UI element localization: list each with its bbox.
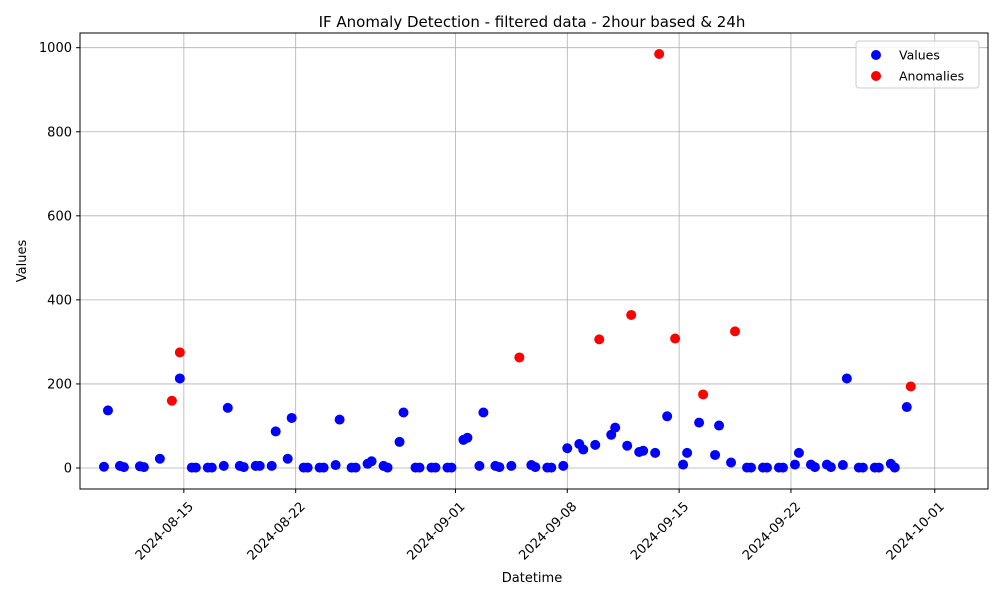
anomaly-point	[905, 381, 916, 392]
anomaly-point	[670, 333, 681, 344]
value-point	[174, 373, 185, 384]
value-point	[398, 407, 409, 418]
anomaly-point	[174, 347, 185, 358]
value-point	[825, 462, 836, 473]
value-point	[318, 462, 329, 473]
value-point	[382, 462, 393, 473]
value-point	[118, 462, 129, 473]
value-point	[350, 462, 361, 473]
value-point	[578, 444, 589, 455]
value-point	[546, 462, 557, 473]
y-axis-label: Values	[15, 240, 30, 283]
value-point	[682, 447, 693, 458]
value-point	[714, 420, 725, 431]
value-point	[761, 462, 772, 473]
value-point	[558, 460, 569, 471]
value-point	[218, 460, 229, 471]
y-tick-label: 0	[64, 461, 72, 476]
value-point	[138, 462, 149, 473]
value-point	[98, 461, 109, 472]
value-point	[478, 407, 489, 418]
y-tick-label: 800	[47, 125, 72, 140]
value-point	[530, 462, 541, 473]
value-point	[282, 453, 293, 464]
value-point	[414, 462, 425, 473]
value-point	[710, 449, 721, 460]
x-axis-label: Datetime	[502, 571, 562, 586]
value-point	[330, 460, 341, 471]
y-tick-label: 1000	[39, 41, 72, 56]
value-point	[474, 460, 485, 471]
value-point	[366, 456, 377, 467]
legend-box	[855, 40, 980, 89]
value-point	[662, 411, 673, 422]
value-point	[462, 432, 473, 443]
grid	[80, 33, 988, 489]
value-point	[678, 459, 689, 470]
legend-marker-values	[871, 50, 881, 60]
value-point	[154, 453, 165, 464]
anomaly-point	[514, 352, 525, 363]
y-axis: 0 200 400 600 800 1000	[39, 41, 80, 476]
anomaly-point	[654, 49, 665, 60]
value-point	[102, 405, 113, 416]
value-point	[254, 460, 265, 471]
value-point	[190, 462, 201, 473]
value-point	[494, 462, 505, 473]
value-point	[590, 439, 601, 450]
value-point	[222, 402, 233, 413]
y-tick-label: 200	[47, 377, 72, 392]
data-points	[98, 49, 916, 473]
legend-marker-anomalies	[871, 71, 881, 81]
value-point	[394, 436, 405, 447]
y-tick-label: 400	[47, 293, 72, 308]
anomaly-point	[626, 310, 637, 321]
value-point	[873, 462, 884, 473]
anomaly-point	[166, 395, 177, 406]
value-point	[286, 412, 297, 423]
legend-label-anomalies: Anomalies	[899, 69, 964, 84]
value-point	[238, 462, 249, 473]
value-point	[746, 462, 757, 473]
value-point	[789, 459, 800, 470]
value-point	[793, 447, 804, 458]
value-point	[562, 443, 573, 454]
chart-title: IF Anomaly Detection - filtered data - 2…	[319, 13, 746, 31]
value-point	[809, 462, 820, 473]
value-point	[446, 462, 457, 473]
plot-area-frame	[79, 32, 989, 490]
value-point	[777, 462, 788, 473]
anomaly-point	[730, 326, 741, 337]
value-point	[837, 460, 848, 471]
value-point	[901, 402, 912, 413]
value-point	[857, 462, 868, 473]
value-point	[726, 457, 737, 468]
value-point	[841, 373, 852, 384]
value-point	[889, 462, 900, 473]
legend-label-values: Values	[899, 48, 940, 63]
y-tick-label: 600	[47, 209, 72, 224]
value-point	[610, 422, 621, 433]
value-point	[650, 447, 661, 458]
value-point	[270, 426, 281, 437]
anomaly-point	[698, 389, 709, 400]
value-point	[694, 417, 705, 428]
value-point	[302, 462, 313, 473]
value-point	[334, 414, 345, 425]
value-point	[622, 440, 633, 451]
value-point	[266, 460, 277, 471]
value-point	[638, 445, 649, 456]
value-point	[206, 462, 217, 473]
value-point	[506, 460, 517, 471]
legend: Values Anomalies	[855, 40, 980, 89]
anomaly-point	[594, 334, 605, 345]
value-point	[430, 462, 441, 473]
